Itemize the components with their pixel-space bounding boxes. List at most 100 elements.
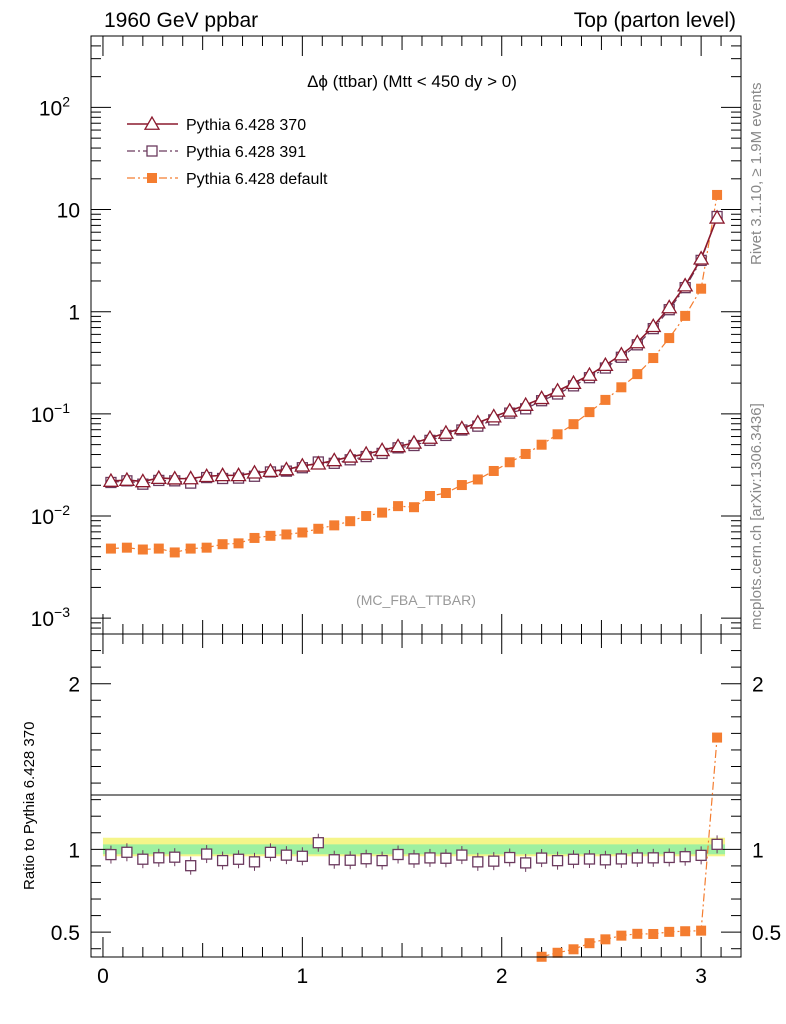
ratio-data-point [696,925,707,936]
data-point [708,209,726,224]
ratio-data-point [264,846,277,858]
ratio-y-tick-label-right: 2 [752,674,764,697]
data-point [581,366,598,381]
ratio-data-point [632,928,643,939]
ratio-y-tick-label-left: 2 [68,674,80,697]
legend-label: Pythia 6.428 391 [186,144,306,161]
main-axis-ticks: 10−3 10−2 10−1 1 10 102 [31,35,742,635]
ratio-data-point [169,851,181,863]
data-point [377,507,388,518]
data-point [696,283,707,294]
data-point [616,382,627,393]
data-point [310,455,327,470]
ratio-data-point [248,856,261,868]
data-point [600,394,611,405]
data-point [440,488,451,499]
data-point [297,527,308,538]
ratio-data-point [552,947,563,958]
ratio-data-point [711,838,723,850]
ratio-data-point [616,930,627,941]
data-point [405,434,423,449]
data-point [150,469,167,485]
data-point [166,470,183,485]
legend-label: Pythia 6.428 default [186,171,328,188]
series-line [110,194,718,554]
main-panel: 10−3 10−2 10−1 1 10 102 Δϕ (ttbar) (Mtt < 450… [31,35,742,635]
ratio-data-point [695,849,707,862]
ratio-data-point [567,853,580,865]
data-point [121,542,132,553]
ratio-data-point [472,856,484,868]
ratio-data-point [599,854,612,866]
data-point [329,520,340,531]
data-point [262,462,279,478]
data-point [485,408,502,423]
main-y-tick-label: 10−2 [31,502,71,529]
main-y-tick-label: 10−1 [31,400,71,427]
data-point [345,516,356,527]
data-point [472,474,483,485]
legend-marker [147,173,157,183]
x-tick-label: 1 [297,965,309,988]
data-point [198,467,215,483]
x-tick-label: 2 [496,965,508,988]
data-point [118,471,136,486]
ratio-uncertainty-band [102,837,726,857]
header-right: Top (parton level) [574,9,736,32]
x-axis-tick-labels: 0 1 2 3 [97,965,707,988]
data-point [358,445,375,460]
ratio-data-point [631,852,643,864]
data-point [373,441,391,457]
legend-label: Pythia 6.428 370 [186,117,306,134]
data-point [134,473,151,488]
main-y-tick-label: 10−3 [31,604,71,631]
data-point [278,461,295,476]
data-point [613,346,630,361]
data-point [632,369,643,380]
ratio-frame [90,633,742,958]
data-point [565,374,582,390]
main-y-tick-label: 10 [57,200,80,223]
data-point [294,457,311,472]
data-point [552,429,563,440]
ratio-data-point [312,837,324,849]
data-point [389,438,407,453]
data-point [517,396,534,411]
data-point [424,491,435,502]
data-point [488,465,499,476]
rivet-version-label: Rivet 3.1.10, ≥ 1.9M events [748,83,765,266]
ratio-data-point [153,852,165,864]
data-point [645,317,662,333]
data-point [201,542,212,553]
data-point [393,501,404,512]
ratio-y-axis-label: Ratio to Pythia 6.428 370 [21,722,38,890]
data-point [185,543,196,554]
data-point [233,538,244,549]
data-point [549,382,566,397]
ratio-series-group [105,732,723,962]
data-point [664,333,675,344]
ratio-data-point [296,850,308,862]
ratio-data-point [583,853,596,865]
legend-marker [146,145,158,157]
ratio-data-point [568,944,579,955]
data-point [137,544,148,555]
data-point [249,532,260,543]
ratio-data-point [712,732,723,743]
ratio-panel: 0.5 0.5 1 1 2 2 Ratio to Pythia 6.428 370 [21,633,781,962]
data-point [214,467,231,482]
ratio-band-inner [102,844,726,855]
ratio-data-point [185,860,197,872]
ratio-data-point [615,853,628,865]
ratio-data-point [648,928,659,939]
data-point [105,543,116,554]
ratio-data-point [551,855,564,867]
data-point [469,414,486,429]
data-point [361,511,372,522]
data-point [712,189,723,200]
legend: Pythia 6.428 370 Pythia 6.428 391 Pythia 6… [127,115,328,188]
data-point [597,356,614,372]
ratio-data-point [535,852,548,864]
data-point [326,452,343,467]
